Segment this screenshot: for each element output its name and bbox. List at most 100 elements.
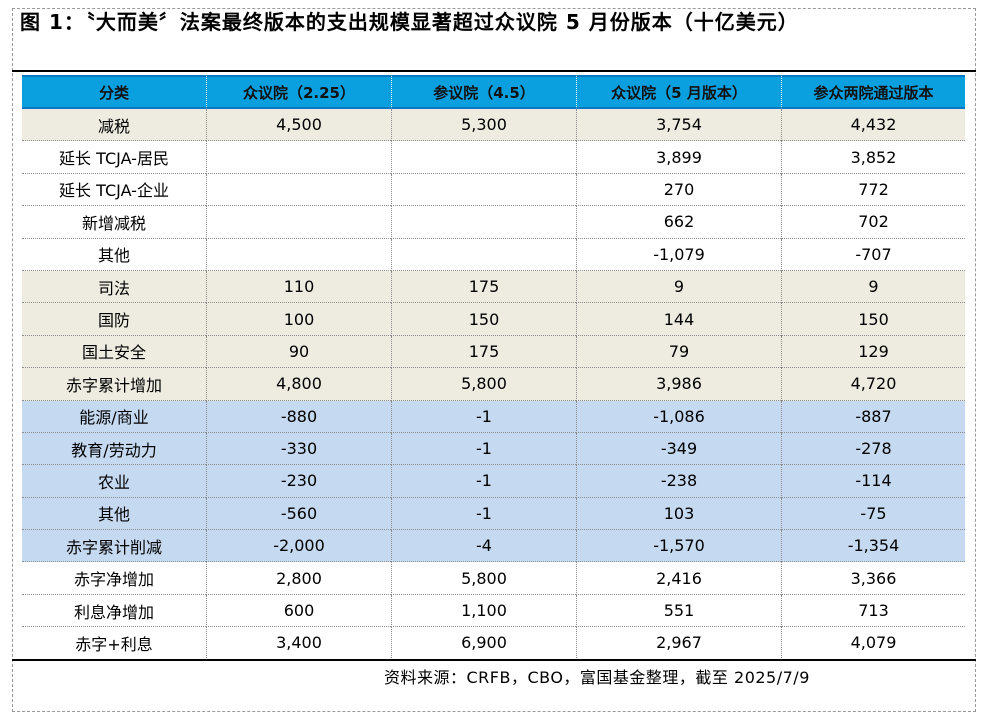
value-cell: 175 — [391, 270, 576, 304]
value-cell: 1,100 — [391, 594, 576, 628]
row-label-cell: 利息净增加 — [22, 594, 206, 628]
value-cell: -887 — [781, 400, 965, 433]
row-label-cell: 减税 — [22, 109, 206, 142]
value-cell: 3,986 — [576, 368, 781, 401]
value-cell — [391, 238, 576, 271]
value-cell: 2,967 — [576, 627, 781, 660]
value-cell: -1 — [391, 465, 576, 498]
row-label-cell: 农业 — [22, 465, 206, 498]
row-label-cell: 延长 TCJA-居民 — [22, 141, 206, 174]
value-cell: -1,086 — [576, 400, 781, 433]
value-cell: 110 — [206, 270, 391, 304]
value-cell: 4,800 — [206, 368, 391, 401]
table-row: 新增减税 662 702 — [22, 206, 965, 239]
row-label-cell: 其他 — [22, 238, 206, 271]
value-cell: 6,900 — [391, 627, 576, 660]
table-body: 减税 4,500 5,300 3,754 4,432 延长 TCJA-居民 3,899 3,8… — [22, 109, 965, 660]
value-cell: 3,754 — [576, 109, 781, 142]
table-row: 延长 TCJA-企业 270 772 — [22, 173, 965, 207]
value-cell — [206, 141, 391, 174]
bottom-rule — [12, 659, 976, 661]
value-cell: 3,899 — [576, 141, 781, 174]
header-cell-senate-apr: 参议院（4.5） — [391, 75, 576, 109]
figure-frame — [12, 8, 976, 712]
row-label-cell: 能源/商业 — [22, 400, 206, 433]
value-cell: 662 — [576, 206, 781, 239]
value-cell: -560 — [206, 497, 391, 531]
value-cell — [391, 206, 576, 239]
value-cell: 2,800 — [206, 562, 391, 595]
row-label-cell: 新增减税 — [22, 206, 206, 239]
table-row: 赤字累计削减 -2,000 -4 -1,570 -1,354 — [22, 530, 965, 563]
table-row: 司法 110 175 9 9 — [22, 270, 965, 304]
value-cell: 103 — [576, 497, 781, 531]
value-cell — [206, 206, 391, 239]
value-cell: 129 — [781, 335, 965, 369]
value-cell: -707 — [781, 238, 965, 271]
header-cell-house-feb: 众议院（2.25） — [206, 75, 391, 109]
value-cell: 9 — [576, 270, 781, 304]
value-cell — [206, 238, 391, 271]
row-label-cell: 国土安全 — [22, 335, 206, 369]
value-cell: -349 — [576, 432, 781, 466]
row-label-cell: 赤字净增加 — [22, 562, 206, 595]
value-cell: 772 — [781, 173, 965, 207]
row-label-cell: 其他 — [22, 497, 206, 531]
row-label-cell: 赤字+利息 — [22, 627, 206, 660]
header-cell-house-may: 众议院（5 月版本） — [576, 75, 781, 109]
table-row: 其他 -560 -1 103 -75 — [22, 497, 965, 531]
row-label-cell: 国防 — [22, 303, 206, 336]
value-cell — [391, 141, 576, 174]
row-label-cell: 教育/劳动力 — [22, 432, 206, 466]
value-cell: 3,366 — [781, 562, 965, 595]
value-cell: -1 — [391, 497, 576, 531]
row-label-cell: 赤字累计削减 — [22, 530, 206, 563]
value-cell: -1,354 — [781, 530, 965, 563]
table-row: 减税 4,500 5,300 3,754 4,432 — [22, 109, 965, 142]
data-table: 分类 众议院（2.25） 参议院（4.5） 众议院（5 月版本） 参众两院通过版… — [22, 75, 965, 660]
table-row: 能源/商业 -880 -1 -1,086 -887 — [22, 400, 965, 433]
value-cell: -2,000 — [206, 530, 391, 563]
value-cell: 150 — [781, 303, 965, 336]
value-cell: 9 — [781, 270, 965, 304]
value-cell: 79 — [576, 335, 781, 369]
value-cell: -4 — [391, 530, 576, 563]
table-row: 国防 100 150 144 150 — [22, 303, 965, 336]
table-row: 其他 -1,079 -707 — [22, 238, 965, 271]
value-cell: -880 — [206, 400, 391, 433]
value-cell: -238 — [576, 465, 781, 498]
value-cell: 5,800 — [391, 562, 576, 595]
value-cell: 5,300 — [391, 109, 576, 142]
value-cell: 150 — [391, 303, 576, 336]
value-cell: -230 — [206, 465, 391, 498]
value-cell: 3,400 — [206, 627, 391, 660]
table-row: 赤字+利息 3,400 6,900 2,967 4,079 — [22, 627, 965, 660]
value-cell: -114 — [781, 465, 965, 498]
value-cell: -1 — [391, 432, 576, 466]
value-cell: 4,720 — [781, 368, 965, 401]
value-cell — [391, 173, 576, 207]
header-cell-category: 分类 — [22, 75, 206, 109]
value-cell: 551 — [576, 594, 781, 628]
value-cell: 90 — [206, 335, 391, 369]
table-row: 赤字净增加 2,800 5,800 2,416 3,366 — [22, 562, 965, 595]
value-cell: 2,416 — [576, 562, 781, 595]
top-rule — [12, 70, 976, 72]
value-cell: -1,570 — [576, 530, 781, 563]
value-cell: 5,800 — [391, 368, 576, 401]
value-cell: -75 — [781, 497, 965, 531]
source-note: 资料来源：CRFB，CBO，富国基金整理，截至 2025/7/9 — [384, 668, 810, 687]
value-cell: 144 — [576, 303, 781, 336]
header-row: 分类 众议院（2.25） 参议院（4.5） 众议院（5 月版本） 参众两院通过版… — [22, 75, 965, 109]
table-row: 利息净增加 600 1,100 551 713 — [22, 594, 965, 628]
value-cell: -330 — [206, 432, 391, 466]
table-header: 分类 众议院（2.25） 参议院（4.5） 众议院（5 月版本） 参众两院通过版… — [22, 75, 965, 109]
table-row: 国土安全 90 175 79 129 — [22, 335, 965, 369]
table-row: 延长 TCJA-居民 3,899 3,852 — [22, 141, 965, 174]
row-label-cell: 赤字累计增加 — [22, 368, 206, 401]
value-cell: -1,079 — [576, 238, 781, 271]
value-cell: 4,500 — [206, 109, 391, 142]
value-cell: 270 — [576, 173, 781, 207]
value-cell: 4,432 — [781, 109, 965, 142]
table-row: 赤字累计增加 4,800 5,800 3,986 4,720 — [22, 368, 965, 401]
